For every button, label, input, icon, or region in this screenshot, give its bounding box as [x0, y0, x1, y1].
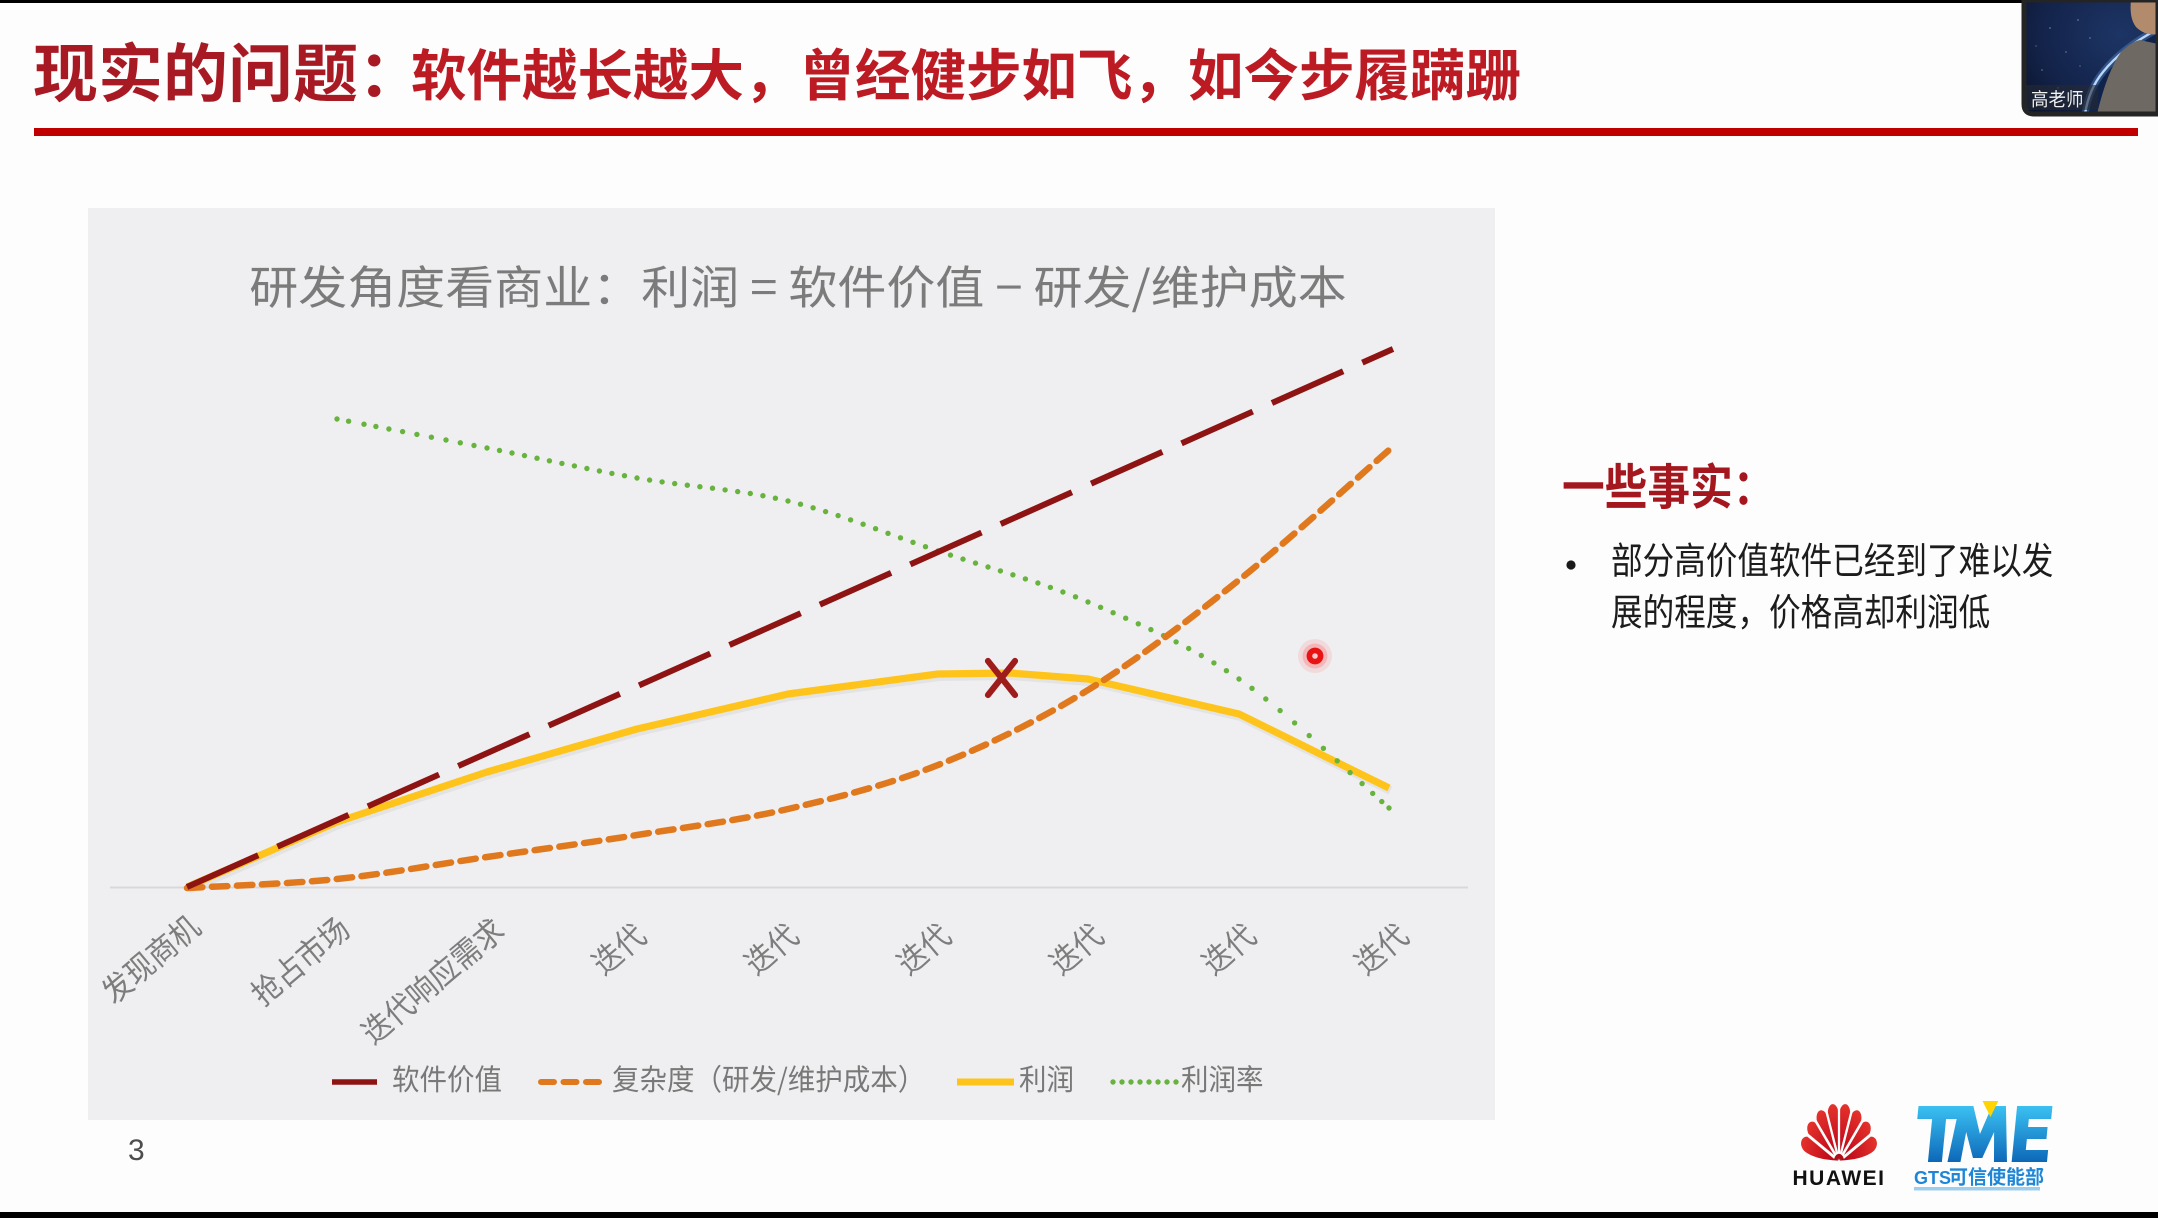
svg-text:3: 3 [128, 1134, 145, 1167]
svg-text:GTS: GTS [1914, 1168, 1951, 1188]
svg-text:HUAWEI: HUAWEI [1793, 1167, 1886, 1190]
